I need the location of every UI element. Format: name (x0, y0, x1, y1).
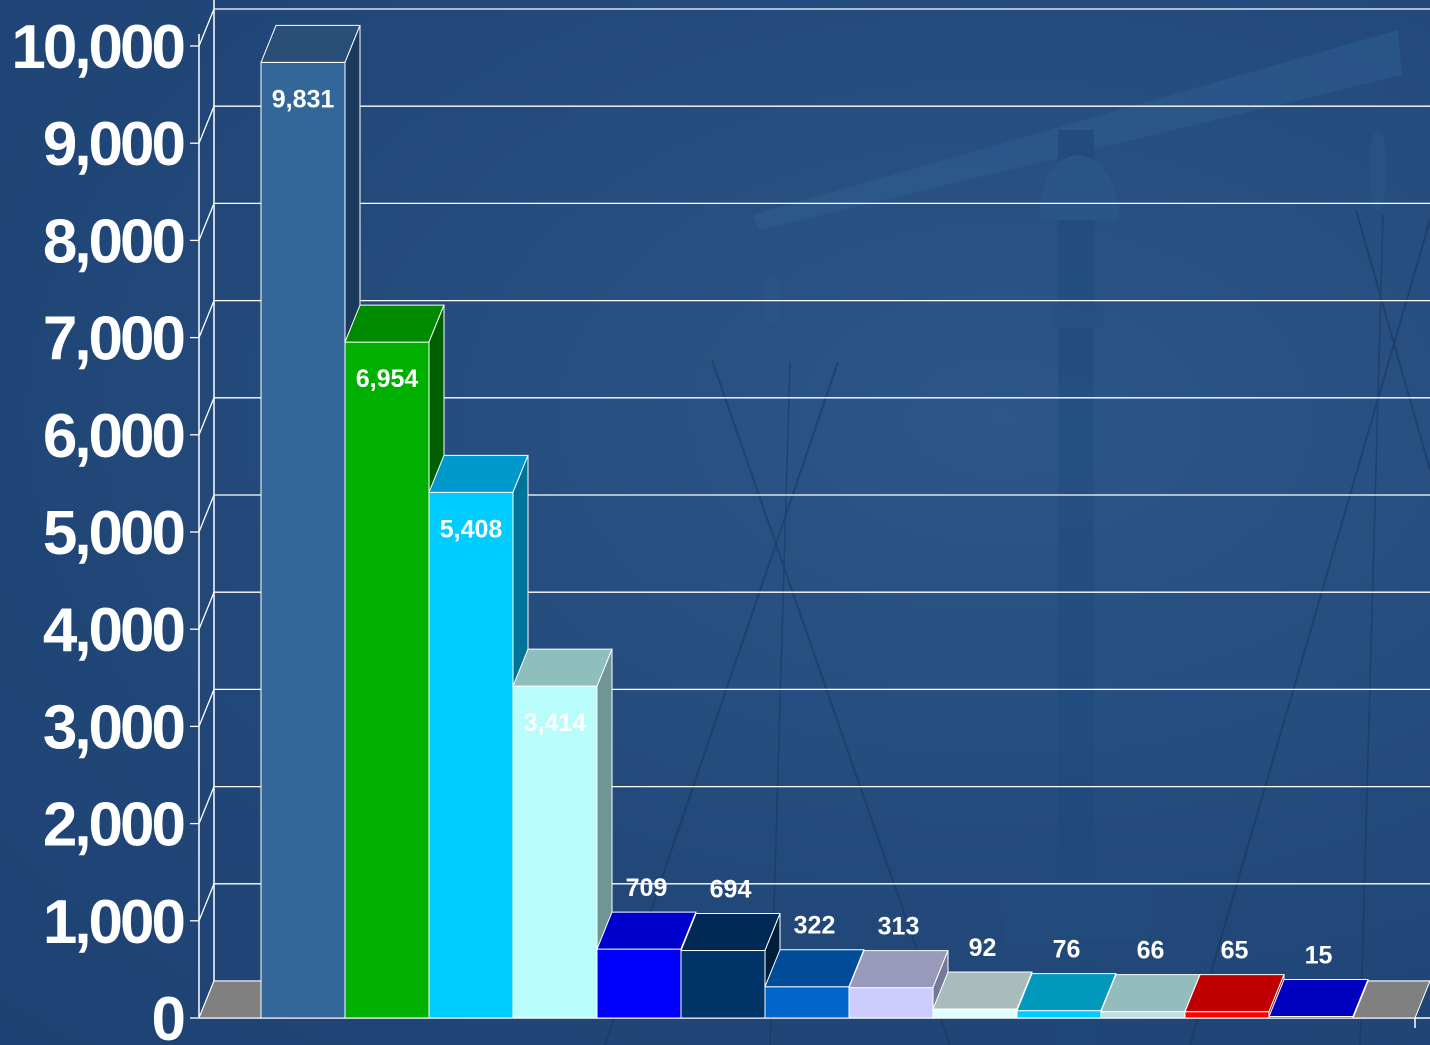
data-label: 694 (710, 876, 752, 904)
y-tick-label: 5,000 (43, 499, 184, 568)
bar-top (932, 971, 1033, 1010)
data-label: 15 (1305, 942, 1333, 970)
gridline-diagonal (198, 397, 215, 436)
y-tick-label: 10,000 (11, 13, 183, 82)
bar-top (1100, 974, 1201, 1013)
gridline-diagonal (198, 494, 215, 533)
y-tick-label: 1,000 (43, 888, 184, 957)
data-labels: 9,831 6,954 5,408 3,414 709 694 322 313 92 76 66 65… (272, 85, 1333, 969)
gridline-diagonal (198, 203, 215, 241)
bar-front (680, 950, 766, 1019)
bar-top (680, 913, 781, 952)
bar-side (1352, 979, 1369, 1019)
bar-top (512, 648, 613, 687)
bar-top (596, 911, 697, 950)
gridline-diagonal (198, 591, 215, 630)
data-label: 709 (626, 874, 668, 902)
bar-top (1184, 974, 1285, 1013)
y-tick-label: 4,000 (43, 596, 184, 665)
data-label: 5,408 (440, 515, 503, 543)
bar-front (1016, 1010, 1102, 1019)
y-tick-label: 2,000 (43, 791, 184, 860)
y-tick-label: 7,000 (43, 305, 184, 374)
bar-top (1016, 973, 1117, 1012)
bar (1184, 974, 1285, 1019)
bar-front (344, 341, 430, 1019)
data-label: 6,954 (356, 365, 419, 393)
y-tick-label: 9,000 (43, 110, 184, 179)
bar-front (1184, 1011, 1270, 1019)
bar (512, 648, 613, 1019)
y-tick-label: 8,000 (43, 207, 184, 276)
data-label: 66 (1137, 937, 1165, 965)
y-axis: 0 1,000 2,000 3,000 4,000 5,000 6,000 7,000 8,00… (11, 0, 1430, 1045)
data-label: 322 (794, 912, 836, 940)
bar-front (596, 948, 682, 1019)
bar (764, 949, 865, 1019)
floor (198, 980, 1430, 1019)
y-tick-label: 6,000 (43, 402, 184, 471)
gridline-diagonal (198, 689, 215, 727)
bar-top (260, 24, 361, 63)
gridline-diagonal (198, 883, 215, 922)
bar (1268, 979, 1369, 1019)
bar-front (848, 987, 934, 1019)
y-tick-label: 3,000 (43, 693, 184, 762)
bar-front (764, 986, 850, 1019)
y-tick-label: 0 (152, 985, 184, 1045)
gridline-diagonal (198, 300, 215, 338)
gridline-diagonal (198, 8, 215, 47)
data-label: 76 (1053, 936, 1081, 964)
gridline-diagonal (198, 105, 215, 144)
bar-front (428, 491, 514, 1019)
bar-top (344, 304, 445, 343)
bar-top (848, 950, 949, 989)
bar-top (764, 949, 865, 988)
gridline-diagonal (198, 786, 215, 824)
bar-top (428, 454, 529, 493)
bar-top (1268, 979, 1369, 1018)
data-label: 313 (878, 913, 920, 941)
bar-front (512, 685, 598, 1019)
bars (260, 24, 1369, 1019)
data-label: 9,831 (272, 85, 335, 113)
data-label: 3,414 (524, 709, 587, 737)
bar (680, 913, 781, 1019)
bar-front (932, 1008, 1018, 1019)
data-label: 92 (969, 934, 997, 962)
bar-front (260, 61, 346, 1019)
bar (848, 950, 949, 1019)
data-label: 65 (1221, 937, 1249, 965)
bar-front (1100, 1011, 1186, 1019)
